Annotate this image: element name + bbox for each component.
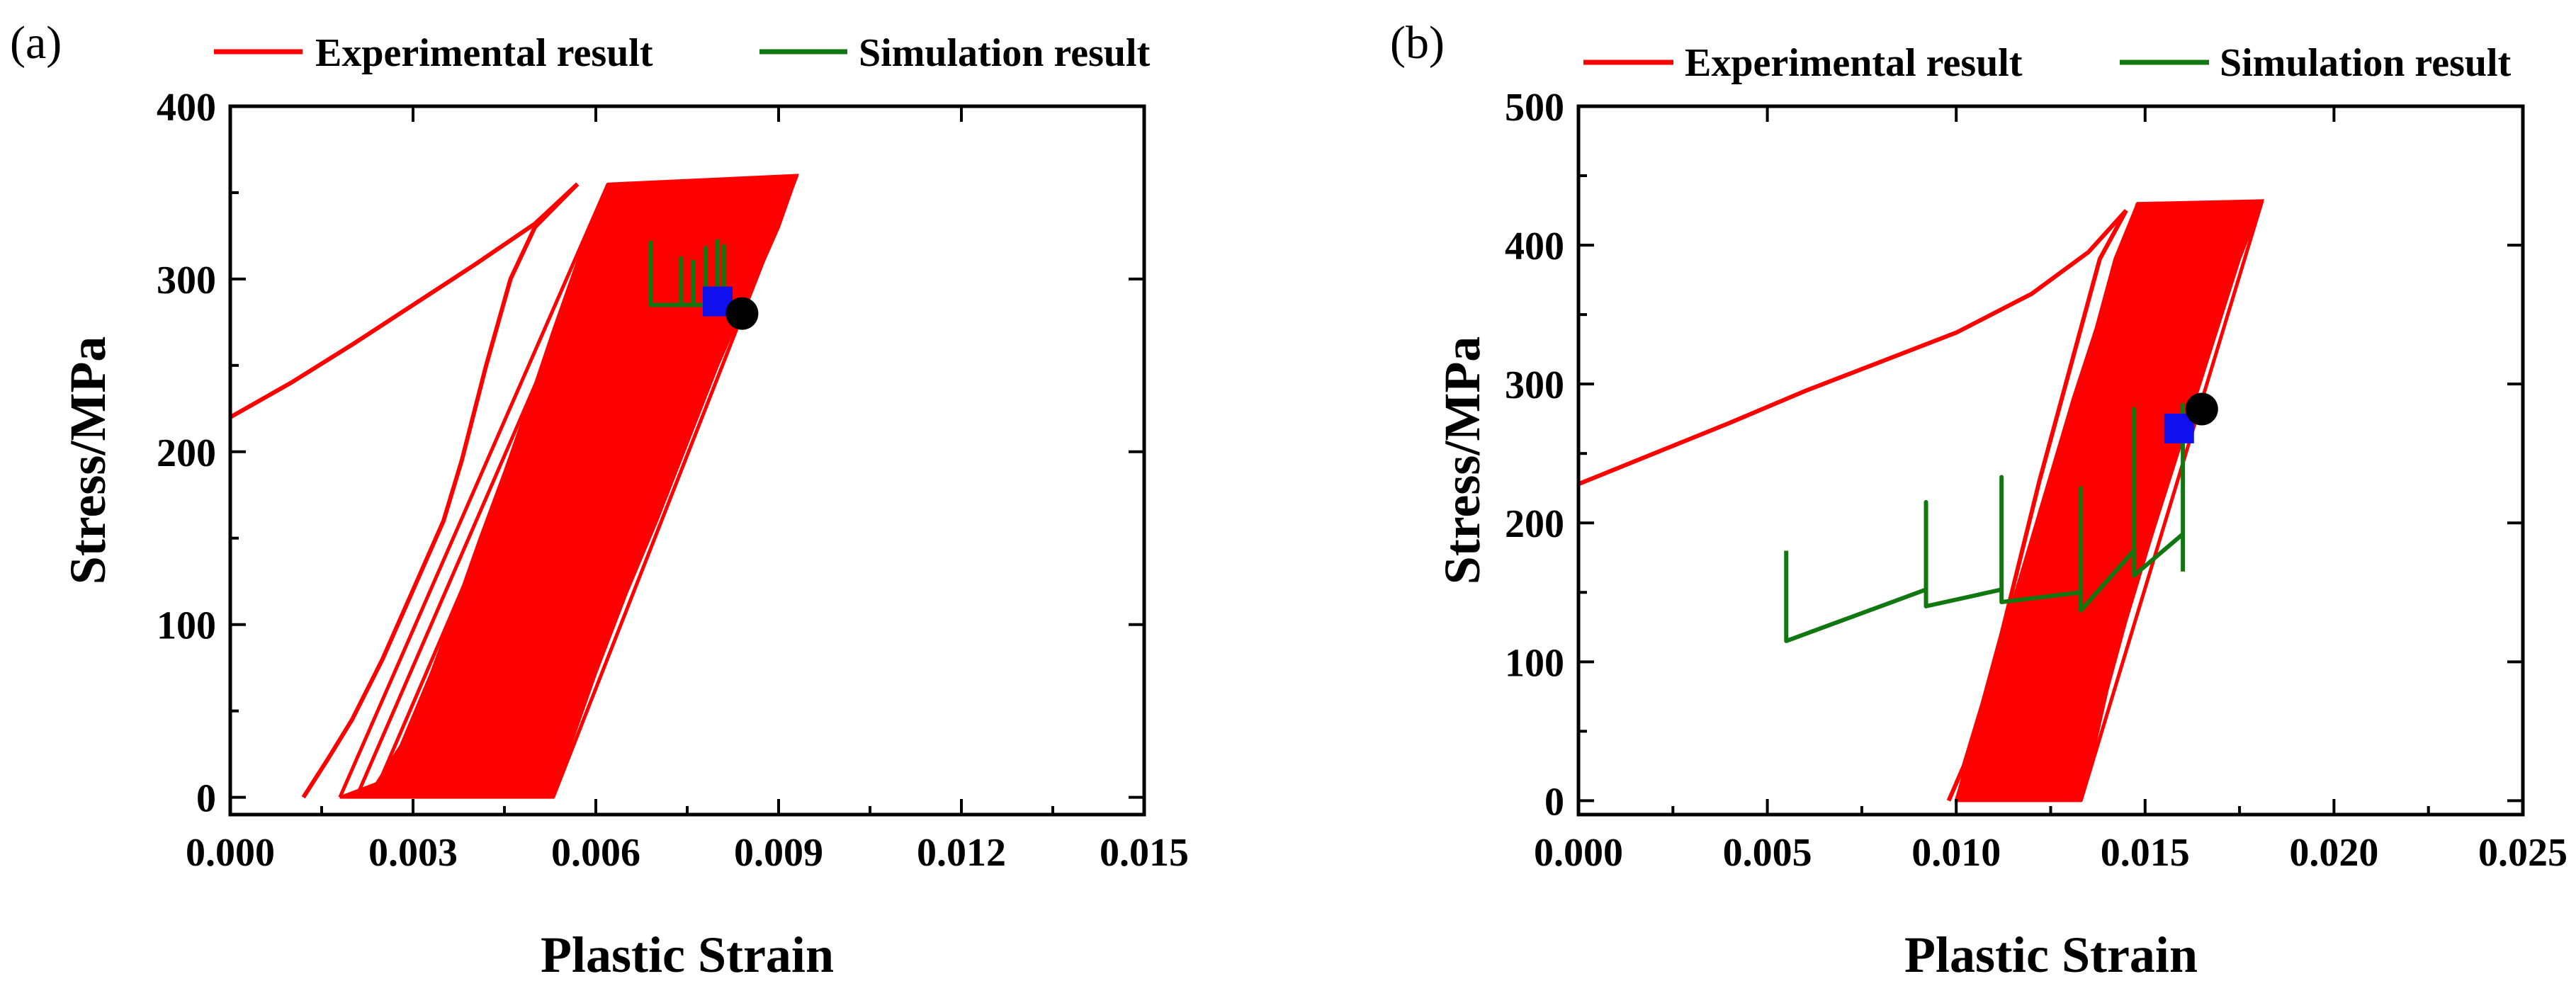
simulation-result-line <box>648 239 726 307</box>
y-tick-label: 200 <box>1505 502 1564 546</box>
y-axis-title-a: Stress/MPa <box>60 336 116 585</box>
experimental-cycle-line <box>354 182 625 798</box>
plot-area-a <box>230 174 799 799</box>
axes-a: 0.000 0.003 0.006 0.009 0.012 0.015 0 100 200 300… <box>157 86 1189 875</box>
experimental-result-line <box>230 182 580 419</box>
x-tick-label: 0.012 <box>917 831 1006 875</box>
x-tick-label: 0.020 <box>2289 831 2378 875</box>
experimental-cycle-line <box>420 180 683 798</box>
plot-area-b <box>1578 199 2265 803</box>
experimental-result-line <box>301 182 580 799</box>
y-tick-label: 300 <box>157 259 216 302</box>
experimental-cycle-line <box>2069 200 2254 802</box>
experimental-cycle-line <box>551 174 799 798</box>
experimental-cycle-line <box>2060 200 2245 802</box>
panel-a-label: (a) <box>10 17 62 69</box>
experimental-cycle-line <box>535 175 784 798</box>
experimental-cycle-line <box>502 176 755 798</box>
markers-b <box>2164 392 2218 443</box>
x-tick-label: 0.015 <box>1100 831 1189 875</box>
y-tick-label: 200 <box>157 431 216 475</box>
y-tick-label: 0 <box>1544 780 1564 824</box>
experimental-cycle-line <box>2012 201 2197 802</box>
experimental-result-line <box>1946 209 2128 802</box>
y-tick-label: 400 <box>1505 225 1564 268</box>
experimental-cycle-line <box>453 178 712 798</box>
x-tick-label: 0.006 <box>551 831 640 875</box>
y-tick-label: 300 <box>1505 363 1564 407</box>
axes-b: 0.000 0.005 0.010 0.015 0.020 0.025 0 100 200 300… <box>1505 86 2567 875</box>
legend-a-experimental-label: Experimental result <box>315 31 653 75</box>
x-tick-label: 0.009 <box>734 831 823 875</box>
y-tick-label: 0 <box>196 777 216 821</box>
experimental-cycle-line <box>2002 202 2188 802</box>
experimental-cycle-line <box>1992 202 2178 802</box>
experimental-cycle-line <box>2079 200 2264 802</box>
legend-a-simulation-label: Simulation result <box>859 31 1151 75</box>
experimental-cycle-line <box>1973 202 2159 802</box>
panel-a: (a) Experimental result Simulation resul… <box>10 17 1189 983</box>
legend-b: Experimental result Simulation result <box>1583 41 2512 85</box>
experimental-result-line <box>1578 209 2128 487</box>
experimental-cycle-line <box>519 176 770 798</box>
experimental-cycle-line <box>1954 203 2140 802</box>
x-tick-label: 0.000 <box>186 831 275 875</box>
experimental-cycle-line <box>1964 203 2150 802</box>
x-tick-label: 0.000 <box>1534 831 1623 875</box>
panel-b: (b) Experimental result Simulation resul… <box>1390 17 2567 983</box>
marker-circle <box>2185 392 2218 426</box>
x-axis-title-b: Plastic Strain <box>1904 926 2198 983</box>
experimental-cycle-line <box>338 183 610 798</box>
experimental-cycle-line <box>404 181 668 798</box>
x-tick-label: 0.025 <box>2478 831 2567 875</box>
y-tick-label: 500 <box>1505 86 1564 130</box>
x-tick-label: 0.003 <box>368 831 458 875</box>
experimental-cycle-line <box>387 181 654 798</box>
experimental-cycle-line <box>2031 201 2216 802</box>
x-axis-title-a: Plastic Strain <box>541 926 834 983</box>
panel-b-label: (b) <box>1390 17 1445 69</box>
legend-b-experimental-label: Experimental result <box>1685 41 2023 85</box>
experimental-cycle-line <box>371 181 639 798</box>
y-tick-label: 400 <box>157 86 216 130</box>
marker-circle <box>725 297 759 330</box>
x-tick-label: 0.015 <box>2101 831 2190 875</box>
experimental-cycle-line <box>485 177 741 798</box>
legend-a: Experimental result Simulation result <box>214 31 1151 75</box>
experimental-cycle-line <box>1983 202 2169 802</box>
simulation-result-line <box>1784 402 2186 643</box>
experimental-cycle-line <box>2050 200 2235 802</box>
x-tick-label: 0.010 <box>1911 831 2001 875</box>
y-tick-label: 100 <box>1505 641 1564 685</box>
legend-b-simulation-label: Simulation result <box>2220 41 2512 85</box>
y-tick-label: 100 <box>157 604 216 648</box>
experimental-cycle-line <box>2021 201 2207 802</box>
y-axis-title-b: Stress/MPa <box>1434 336 1491 585</box>
x-tick-label: 0.005 <box>1723 831 1812 875</box>
markers-a <box>703 286 759 330</box>
